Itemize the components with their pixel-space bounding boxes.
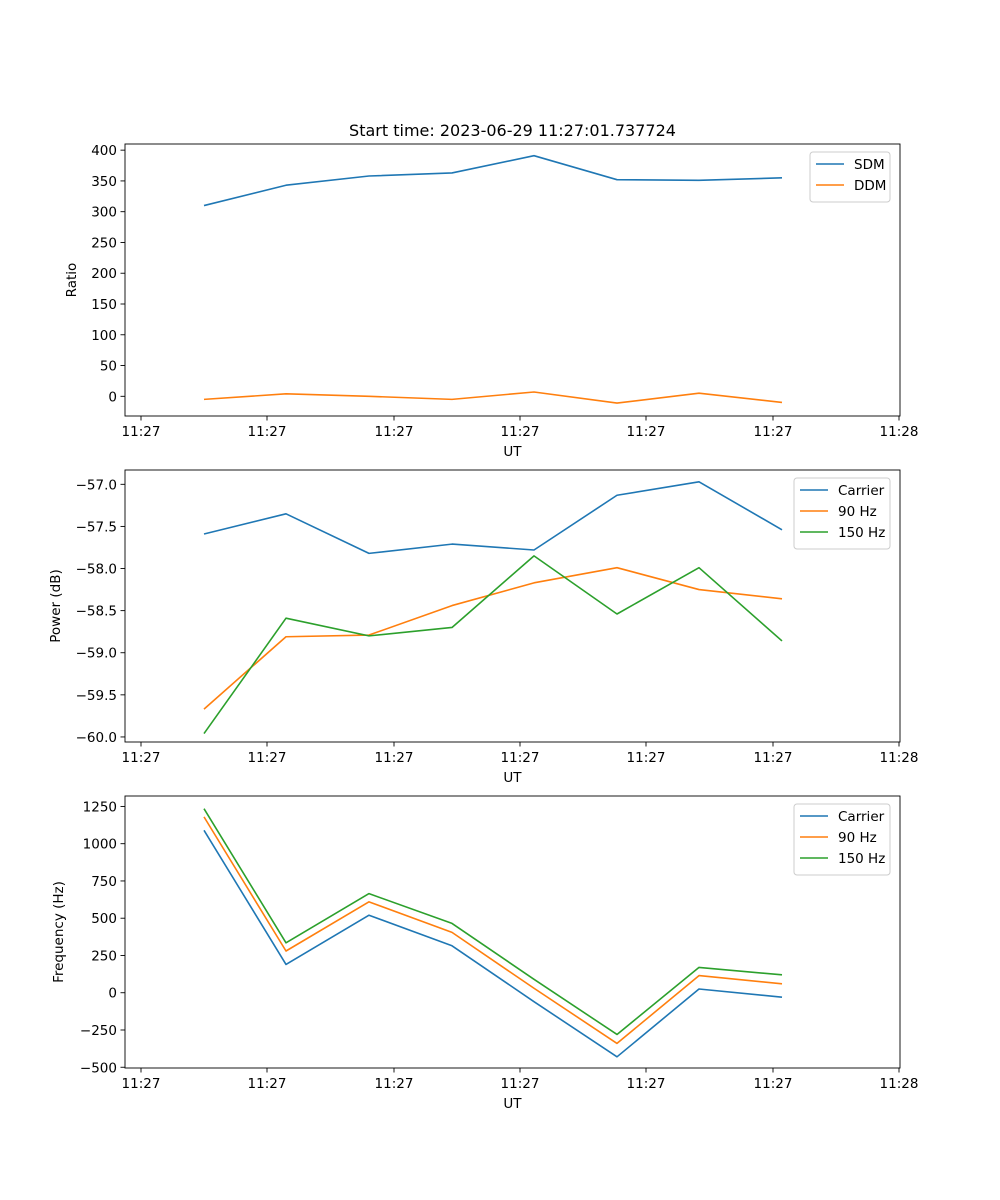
legend-label: Carrier xyxy=(838,809,885,825)
x-axis-label: UT xyxy=(503,444,522,460)
plot-frame xyxy=(124,143,901,417)
y-tick-label: 1000 xyxy=(83,837,117,853)
y-tick-label: −59.0 xyxy=(76,646,117,662)
y-axis-label: Frequency (Hz) xyxy=(51,881,67,983)
series-line-ddm xyxy=(203,391,783,404)
legend-label: 150 Hz xyxy=(838,525,885,541)
x-tick-label: 11:27 xyxy=(122,1076,161,1092)
x-tick-label: 11:28 xyxy=(880,424,919,440)
x-tick-label: 11:27 xyxy=(754,1076,793,1092)
legend-label: SDM xyxy=(854,157,885,173)
y-tick-label: 0 xyxy=(108,389,117,405)
x-tick-label: 11:28 xyxy=(880,1076,919,1092)
y-tick-label: −58.5 xyxy=(76,604,117,620)
y-tick-label: 400 xyxy=(91,143,117,159)
y-tick-label: −58.0 xyxy=(76,562,117,578)
series-line-carrier xyxy=(203,829,783,1058)
x-tick-label: 11:27 xyxy=(501,1076,540,1092)
chart-panels: 11:27 11:27 11:27 11:27 11:27 11:27 11:28 0 50 10… xyxy=(48,143,918,1112)
legend: Carrier 90 Hz 150 Hz xyxy=(793,477,891,550)
y-tick-label: 50 xyxy=(100,359,117,375)
legend-label: Carrier xyxy=(838,483,885,499)
y-tick-label: −500 xyxy=(80,1060,117,1076)
series-line-150-hz xyxy=(203,555,783,735)
plot-frame xyxy=(124,469,901,743)
x-axis-label: UT xyxy=(503,770,522,786)
y-tick-label: 0 xyxy=(108,986,117,1002)
x-tick-label: 11:27 xyxy=(248,750,287,766)
series-line-150-hz xyxy=(203,808,783,1036)
x-tick-label: 11:27 xyxy=(627,1076,666,1092)
x-tick-label: 11:27 xyxy=(627,750,666,766)
x-tick-label: 11:27 xyxy=(122,750,161,766)
legend-label: 90 Hz xyxy=(838,504,877,520)
y-tick-label: 250 xyxy=(91,235,117,251)
x-tick-label: 11:27 xyxy=(248,424,287,440)
y-tick-label: 750 xyxy=(91,874,117,890)
series-line-sdm xyxy=(203,154,783,207)
x-axis-label: UT xyxy=(503,1096,522,1112)
y-axis-label: Power (dB) xyxy=(48,569,64,642)
chart-panel-1: 11:27 11:27 11:27 11:27 11:27 11:27 11:28 0 50 10… xyxy=(64,143,918,460)
y-tick-label: 500 xyxy=(91,911,117,927)
x-tick-label: 11:27 xyxy=(754,750,793,766)
y-tick-label: 1250 xyxy=(83,799,117,815)
y-tick-label: 100 xyxy=(91,328,117,344)
series-line-90-hz xyxy=(203,816,783,1045)
x-tick-label: 11:28 xyxy=(880,750,919,766)
x-tick-label: 11:27 xyxy=(754,424,793,440)
y-tick-label: 200 xyxy=(91,266,117,282)
chart-panel-2: 11:27 11:27 11:27 11:27 11:27 11:27 11:28 −60.0… xyxy=(48,469,919,786)
x-tick-label: 11:27 xyxy=(501,750,540,766)
figure-title: Start time: 2023-06-29 11:27:01.737724 xyxy=(349,121,676,140)
y-tick-label: 300 xyxy=(91,205,117,221)
series-line-90-hz xyxy=(203,566,783,710)
y-tick-label: 250 xyxy=(91,948,117,964)
x-tick-label: 11:27 xyxy=(375,1076,414,1092)
y-tick-label: −59.5 xyxy=(76,688,117,704)
legend: Carrier 90 Hz 150 Hz xyxy=(793,803,891,876)
y-tick-label: −57.0 xyxy=(76,477,117,493)
x-tick-label: 11:27 xyxy=(627,424,666,440)
y-tick-label: −250 xyxy=(80,1023,117,1039)
plot-frame xyxy=(124,795,901,1069)
y-tick-label: 350 xyxy=(91,174,117,190)
x-tick-label: 11:27 xyxy=(375,750,414,766)
chart-panel-3: 11:27 11:27 11:27 11:27 11:27 11:27 11:28 −500 −… xyxy=(51,795,919,1112)
y-tick-label: −60.0 xyxy=(76,730,117,746)
x-tick-label: 11:27 xyxy=(248,1076,287,1092)
x-tick-label: 11:27 xyxy=(122,424,161,440)
y-tick-label: −57.5 xyxy=(76,519,117,535)
legend-label: DDM xyxy=(854,178,886,194)
legend-label: 150 Hz xyxy=(838,851,885,867)
series-line-carrier xyxy=(203,480,783,555)
x-tick-label: 11:27 xyxy=(375,424,414,440)
legend-label: 90 Hz xyxy=(838,830,877,846)
legend: SDM DDM xyxy=(809,151,891,203)
y-axis-label: Ratio xyxy=(64,263,80,298)
x-tick-label: 11:27 xyxy=(501,424,540,440)
y-tick-label: 150 xyxy=(91,297,117,313)
